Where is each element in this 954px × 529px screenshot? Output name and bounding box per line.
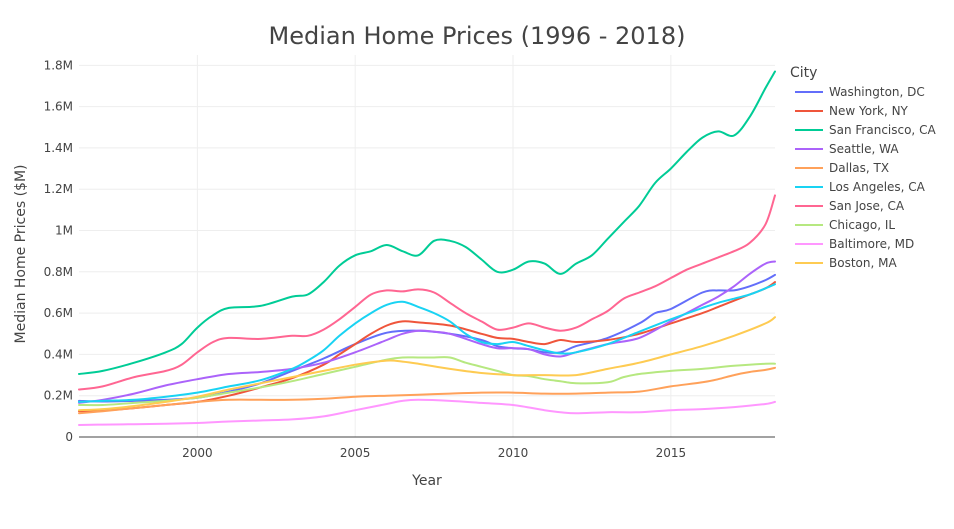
series-line-san-francisco-ca[interactable] xyxy=(78,70,776,375)
legend-item-seattle-wa[interactable]: Seattle, WA xyxy=(795,142,899,156)
y-tick-label: 0 xyxy=(65,430,73,444)
x-tick-label: 2015 xyxy=(656,446,687,460)
legend-item-baltimore-md[interactable]: Baltimore, MD xyxy=(795,237,914,251)
series-line-chicago-il[interactable] xyxy=(78,356,776,407)
chart-title: Median Home Prices (1996 - 2018) xyxy=(269,22,686,50)
legend-item-boston-ma[interactable]: Boston, MA xyxy=(795,256,897,270)
y-tick-label: 0.4M xyxy=(44,347,73,361)
legend-items[interactable]: Washington, DC New York, NY San Francisco,… xyxy=(795,85,936,270)
series-line-baltimore-md[interactable] xyxy=(78,398,776,426)
legend-label: San Francisco, CA xyxy=(829,123,936,137)
y-tick-label: 0.2M xyxy=(44,389,73,403)
y-tick-label: 0.6M xyxy=(44,306,73,320)
legend-label: Chicago, IL xyxy=(829,218,895,232)
axes: 0 0.2M 0.4M 0.6M 0.8M 1M 1.2M 1.4M 1.6M 1.8M 2000 2… xyxy=(44,58,775,460)
x-tick-label: 2010 xyxy=(498,446,529,460)
y-tick-label: 1.6M xyxy=(44,100,73,114)
legend-label: New York, NY xyxy=(829,104,909,118)
x-tick-label: 2005 xyxy=(340,446,371,460)
series-lines xyxy=(78,70,776,426)
legend-label: Baltimore, MD xyxy=(829,237,914,251)
legend-item-washington-dc[interactable]: Washington, DC xyxy=(795,85,925,99)
y-tick-label: 1.4M xyxy=(44,141,73,155)
y-tick-label: 1.2M xyxy=(44,182,73,196)
grid-lines xyxy=(79,55,775,437)
series-line-seattle-wa[interactable] xyxy=(78,260,776,404)
legend[interactable]: City Washington, DC New York, NY San Franc… xyxy=(790,65,936,270)
legend-item-san-jose-ca[interactable]: San Jose, CA xyxy=(795,199,905,213)
x-axis-label: Year xyxy=(411,473,442,489)
legend-label: Washington, DC xyxy=(829,85,925,99)
legend-item-san-francisco-ca[interactable]: San Francisco, CA xyxy=(795,123,936,137)
legend-item-dallas-tx[interactable]: Dallas, TX xyxy=(795,161,889,175)
x-tick-label: 2000 xyxy=(182,446,213,460)
legend-item-los-angeles-ca[interactable]: Los Angeles, CA xyxy=(795,180,926,194)
series-line-boston-ma[interactable] xyxy=(78,316,776,412)
legend-label: San Jose, CA xyxy=(829,199,905,213)
legend-item-chicago-il[interactable]: Chicago, IL xyxy=(795,218,895,232)
series-line-new-york-ny[interactable] xyxy=(78,281,776,413)
legend-title: City xyxy=(790,65,817,81)
y-axis-label: Median Home Prices ($M) xyxy=(13,165,29,344)
legend-item-new-york-ny[interactable]: New York, NY xyxy=(795,104,909,118)
y-tick-label: 0.8M xyxy=(44,265,73,279)
legend-label: Boston, MA xyxy=(829,256,897,270)
series-line-los-angeles-ca[interactable] xyxy=(78,283,776,403)
y-tick-label: 1M xyxy=(55,224,73,238)
y-tick-label: 1.8M xyxy=(44,58,73,72)
series-line-dallas-tx[interactable] xyxy=(78,366,776,415)
legend-label: Los Angeles, CA xyxy=(829,180,926,194)
legend-label: Seattle, WA xyxy=(829,142,899,156)
series-line-san-jose-ca[interactable] xyxy=(78,194,776,391)
legend-label: Dallas, TX xyxy=(829,161,889,175)
